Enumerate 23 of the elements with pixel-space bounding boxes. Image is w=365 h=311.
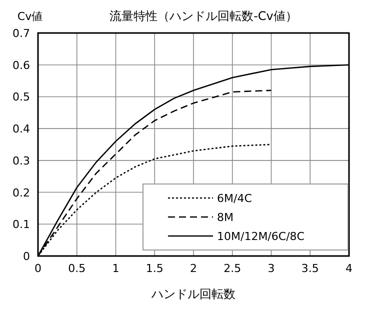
x-tick-label: 4	[346, 262, 352, 275]
x-tick-label: 2.5	[224, 262, 242, 275]
x-tick-label: 0.5	[68, 262, 86, 275]
legend-label: 10M/12M/6C/8C	[217, 230, 305, 243]
x-tick-label: 0	[34, 262, 42, 275]
x-tick-label: 2	[190, 262, 197, 275]
chart-title: 流量特性（ハンドル回転数-Cv値）	[110, 9, 298, 23]
y-tick-label: 0.3	[12, 154, 30, 168]
legend-label: 6M/4C	[217, 192, 252, 205]
y-tick-label: 0.6	[12, 58, 30, 72]
y-tick-label: 0.1	[12, 218, 30, 232]
y-tick-label: 0	[23, 250, 30, 263]
y-tick-label: 0.4	[12, 122, 30, 136]
y-axis-title: Cv値	[17, 10, 43, 23]
legend-label: 8M	[217, 211, 234, 224]
x-tick-label: 3	[268, 262, 275, 275]
x-tick-label: 3.5	[301, 262, 319, 275]
x-tick-label: 1	[112, 262, 120, 275]
x-tick-label: 1.5	[146, 262, 164, 275]
y-tick-label: 0.2	[12, 186, 30, 200]
y-tick-label: 0.5	[12, 90, 30, 104]
x-axis-title: ハンドル回転数	[150, 287, 236, 301]
y-tick-label: 0.7	[12, 27, 30, 40]
